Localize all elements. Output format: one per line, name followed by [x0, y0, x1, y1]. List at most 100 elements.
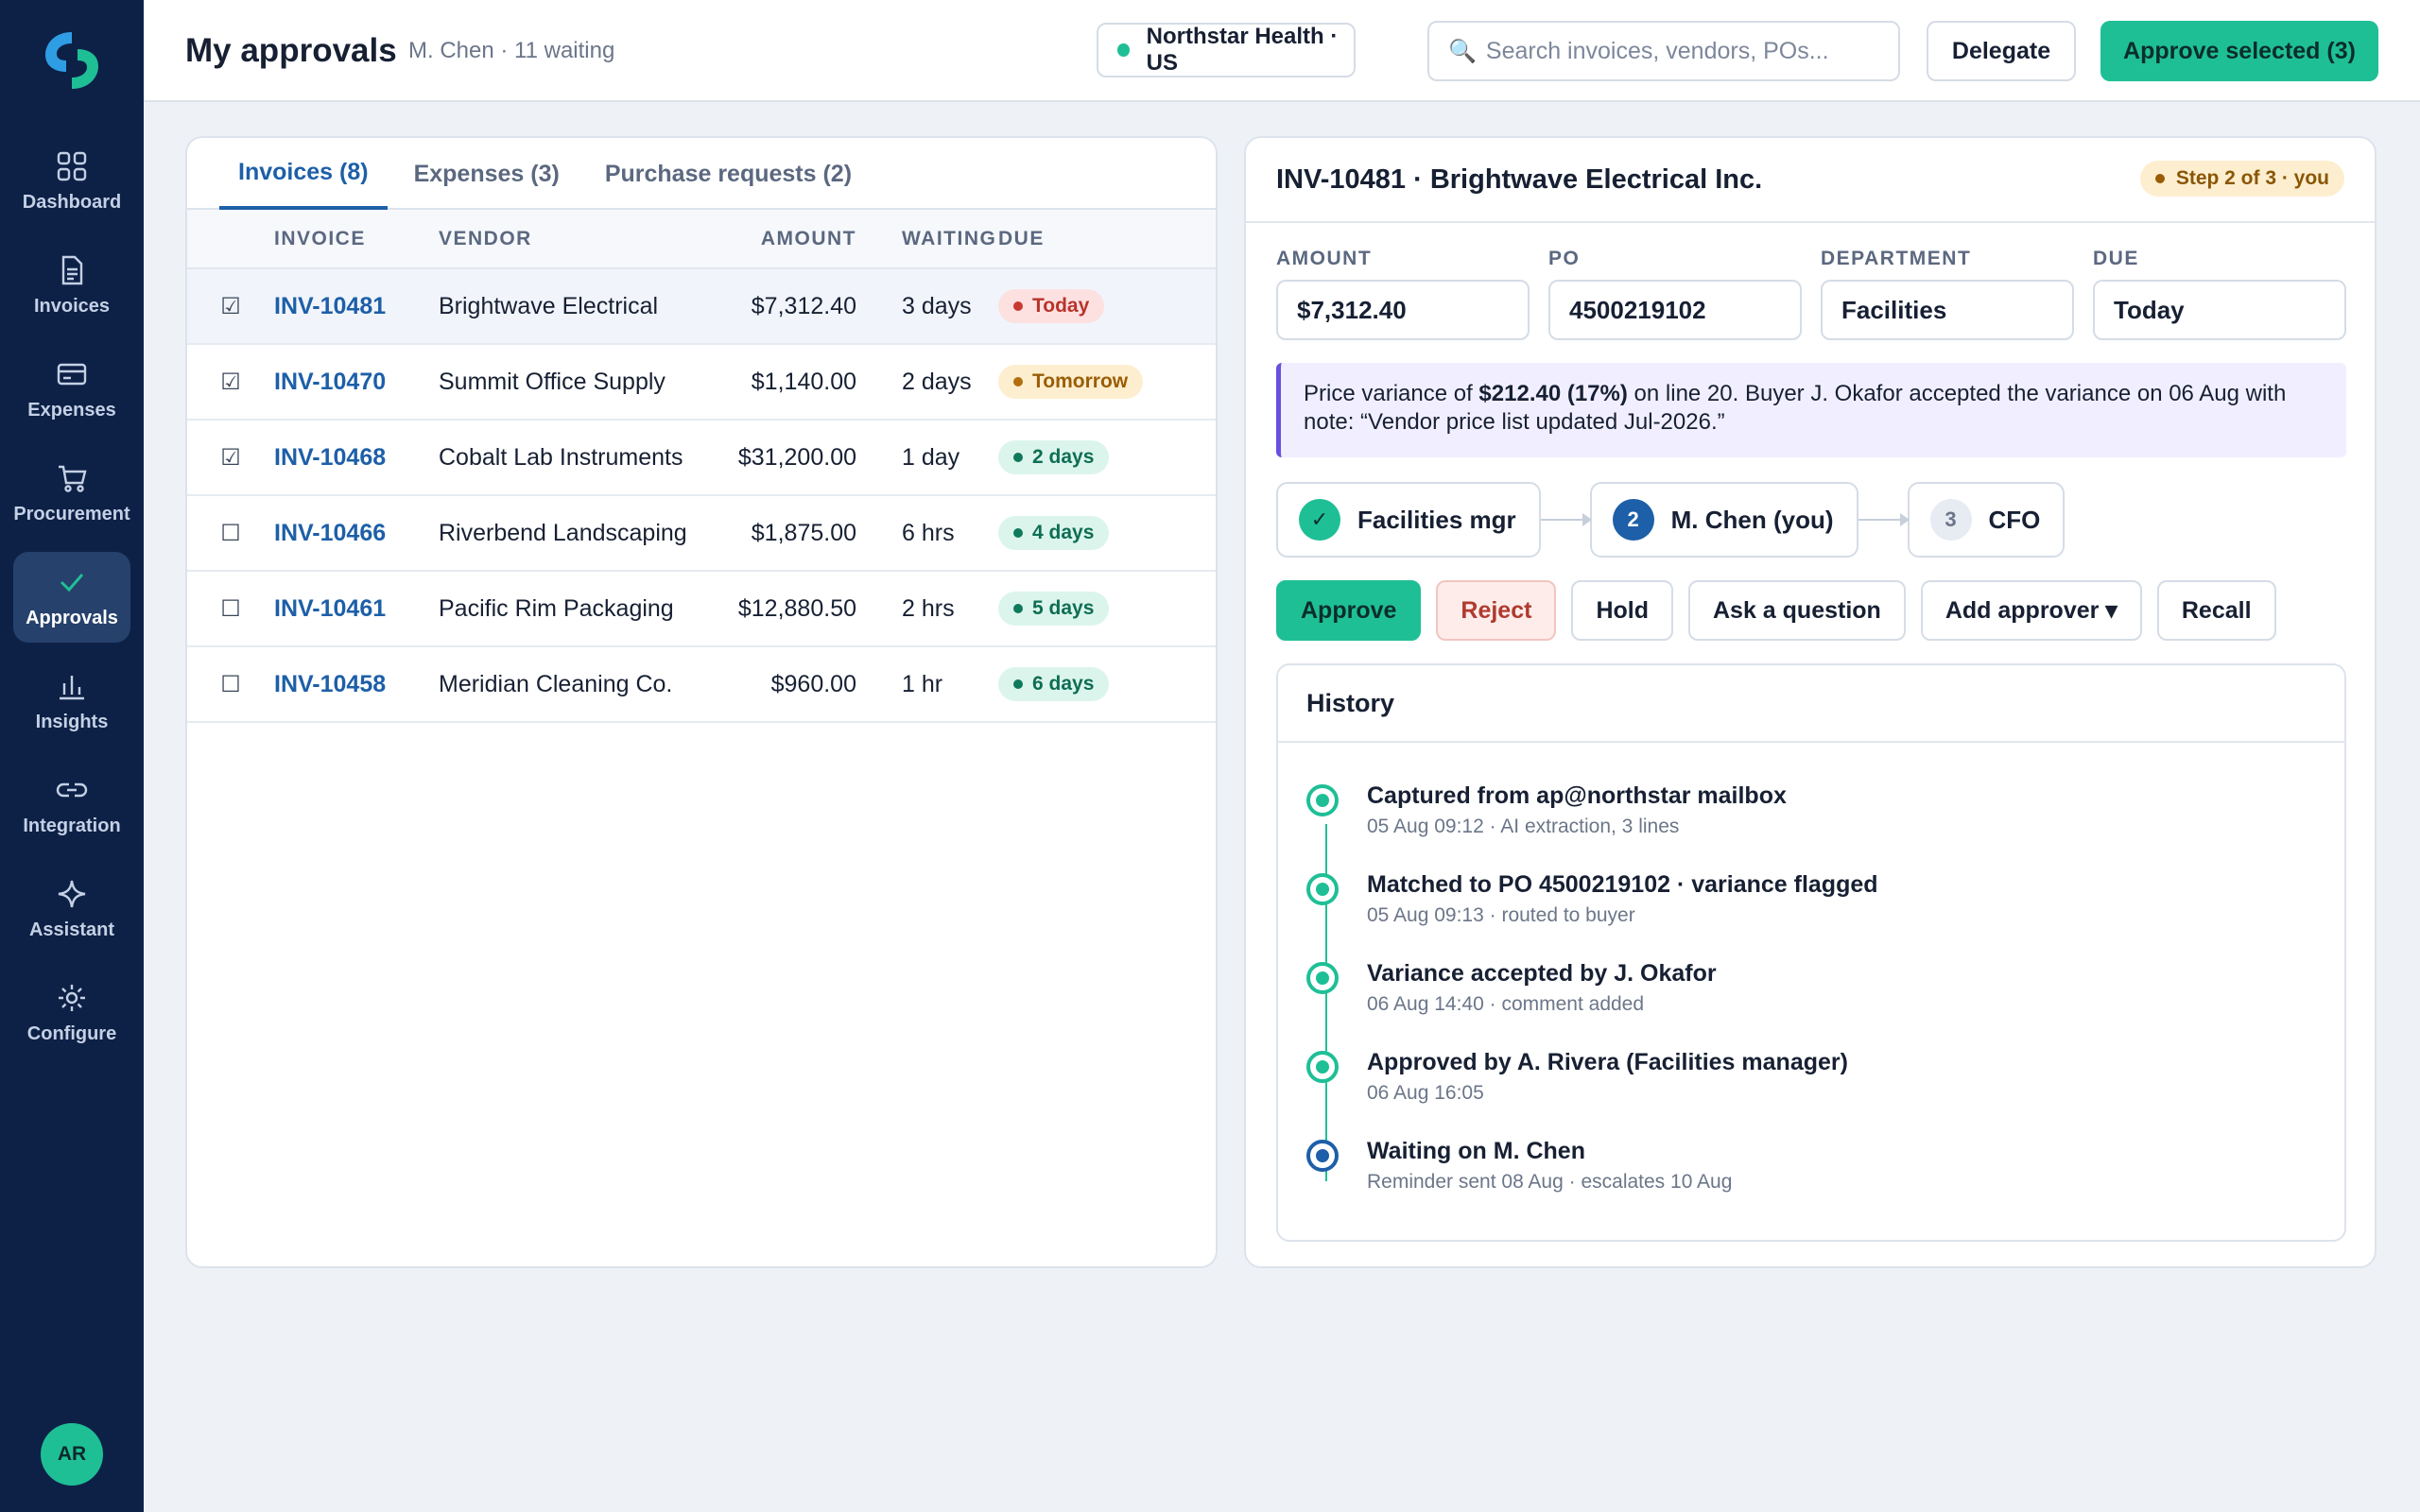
sidebar-item-expenses[interactable]: Expenses [13, 344, 130, 435]
table-row[interactable]: ☐ INV-10466 Riverbend Landscaping $1,875.00… [187, 495, 1216, 572]
due-label: 4 days [1032, 522, 1095, 543]
vendor-cell: Summit Office Supply [439, 344, 726, 421]
top-header: My approvals M. Chen · 11 waiting Norths… [144, 0, 2420, 102]
add-approver-button[interactable]: Add approver ▾ [1920, 580, 2142, 641]
invoice-link[interactable]: INV-10458 [274, 670, 387, 697]
due-cell: 4 days [998, 495, 1216, 572]
column-header-vendor[interactable]: VENDOR [439, 210, 726, 269]
row-checkbox[interactable]: ☐ [187, 495, 274, 572]
ask-question-button[interactable]: Ask a question [1688, 580, 1906, 641]
sidebar-item-integration[interactable]: Integration [13, 760, 130, 850]
history-text: Captured from ap@northstar mailbox 05 Aug… [1367, 782, 1787, 871]
column-header-invoice[interactable]: INVOICE [274, 210, 439, 269]
table-row[interactable]: ☑ INV-10468 Cobalt Lab Instruments $31,200.… [187, 420, 1216, 496]
avatar[interactable]: AR [41, 1423, 103, 1486]
due-label: Tomorrow [1032, 370, 1129, 392]
row-checkbox[interactable]: ☑ [187, 344, 274, 421]
status-dot-icon [1013, 301, 1023, 311]
table-header-row: INVOICE VENDOR AMOUNT WAITING DUE [187, 210, 1216, 269]
step-number: 3 [1929, 499, 1972, 541]
amount-cell: $7,312.40 [726, 268, 856, 345]
sidebar-item-label: Expenses [27, 399, 116, 421]
sidebar: Dashboard Invoices Expenses Procurement … [0, 0, 144, 1512]
history-item: Variance accepted by J. Okafor 06 Aug 14:… [1306, 960, 2344, 1049]
field-label: DEPARTMENT [1821, 248, 1972, 269]
search-input[interactable] [1485, 37, 1883, 65]
amount-field[interactable]: $7,312.40 [1276, 280, 1530, 340]
sidebar-item-approvals[interactable]: Approvals [13, 552, 130, 643]
sidebar-item-dashboard[interactable]: Dashboard [13, 136, 130, 227]
history-item-title: Variance accepted by J. Okafor [1367, 960, 1717, 987]
approve-button[interactable]: Approve [1276, 580, 1422, 641]
invoice-link[interactable]: INV-10470 [274, 368, 387, 395]
timeline-dot-icon [1306, 873, 1339, 905]
sidebar-item-procurement[interactable]: Procurement [13, 448, 130, 539]
row-checkbox[interactable]: ☐ [187, 646, 274, 723]
due-cell: Today [998, 268, 1216, 345]
timeline-line [1325, 824, 1327, 1181]
table-row[interactable]: ☐ INV-10458 Meridian Cleaning Co. $960.00 1 … [187, 646, 1216, 723]
history-text: Waiting on M. Chen Reminder sent 08 Aug ·… [1367, 1138, 1732, 1227]
vendor-cell: Brightwave Electrical [439, 268, 726, 345]
due-field[interactable]: Today [2093, 280, 2346, 340]
table-row[interactable]: ☑ INV-10470 Summit Office Supply $1,140.00 2… [187, 344, 1216, 421]
field-due: DUE Today [2093, 248, 2346, 340]
waiting-cell: 6 hrs [856, 495, 998, 572]
row-checkbox[interactable]: ☐ [187, 571, 274, 647]
row-checkbox[interactable]: ☑ [187, 420, 274, 496]
recall-button[interactable]: Recall [2156, 580, 2276, 641]
table-row[interactable]: ☐ INV-10461 Pacific Rim Packaging $12,880.5… [187, 571, 1216, 647]
invoice-cell: INV-10470 [274, 344, 439, 421]
tab-invoices[interactable]: Invoices (8) [219, 138, 388, 210]
status-dot-icon [1013, 679, 1023, 689]
invoice-cell: INV-10481 [274, 268, 439, 345]
due-cell: Tomorrow [998, 344, 1216, 421]
reject-button[interactable]: Reject [1436, 580, 1557, 641]
amount-cell: $1,140.00 [726, 344, 856, 421]
department-field[interactable]: Facilities [1821, 280, 2074, 340]
sidebar-item-insights[interactable]: Insights [13, 656, 130, 747]
row-checkbox[interactable]: ☑ [187, 268, 274, 345]
timeline-dot-icon [1306, 1051, 1339, 1083]
history-item: Matched to PO 4500219102 · variance flag… [1306, 871, 2344, 960]
sidebar-item-assistant[interactable]: Assistant [13, 864, 130, 954]
arrow-right-icon [1858, 513, 1910, 526]
amount-cell: $31,200.00 [726, 420, 856, 496]
grid-icon [57, 151, 87, 180]
tab-purchase-requests[interactable]: Purchase requests (2) [604, 160, 853, 187]
invoice-detail-panel: INV-10481 · Brightwave Electrical Inc. S… [1244, 136, 2377, 1268]
history-item-title: Captured from ap@northstar mailbox [1367, 782, 1787, 809]
status-dot-icon [2154, 174, 2165, 183]
invoice-link[interactable]: INV-10461 [274, 594, 387, 622]
sidebar-item-label: Assistant [28, 919, 115, 940]
column-header-amount[interactable]: AMOUNT [726, 210, 856, 269]
delegate-button[interactable]: Delegate [1927, 21, 2076, 81]
sidebar-item-invoices[interactable]: Invoices [13, 240, 130, 331]
po-field[interactable]: 4500219102 [1548, 280, 1802, 340]
invoice-link[interactable]: INV-10468 [274, 443, 387, 471]
table-row[interactable]: ☑ INV-10481 Brightwave Electrical $7,312.40… [187, 268, 1216, 345]
approve-selected-button[interactable]: Approve selected (3) [2100, 21, 2378, 81]
hold-button[interactable]: Hold [1571, 580, 1673, 641]
due-cell: 5 days [998, 571, 1216, 647]
history-text: Matched to PO 4500219102 · variance flag… [1367, 871, 1878, 960]
sidebar-item-configure[interactable]: Configure [13, 968, 130, 1058]
step-badge-label: Step 2 of 3 · you [2175, 167, 2329, 189]
column-header-due[interactable]: DUE [998, 210, 1216, 269]
due-label: 2 days [1032, 446, 1095, 468]
invoice-link[interactable]: INV-10466 [274, 519, 387, 546]
sidebar-item-label: Integration [23, 815, 121, 836]
history-item: Captured from ap@northstar mailbox 05 Aug… [1306, 782, 2344, 871]
org-selector[interactable]: Northstar Health · US [1097, 23, 1356, 77]
page-title: My approvals [185, 32, 397, 69]
step-label: Facilities mgr [1357, 505, 1516, 534]
waiting-cell: 2 hrs [856, 571, 998, 647]
page-subtitle: M. Chen · 11 waiting [408, 38, 615, 63]
divider [1246, 221, 2375, 223]
check-icon: ✓ [1299, 499, 1340, 541]
history-card: History Captured from ap@northstar mailb… [1276, 663, 2346, 1242]
due-badge: Tomorrow [998, 365, 1144, 399]
invoice-link[interactable]: INV-10481 [274, 292, 387, 319]
tab-expenses[interactable]: Expenses (3) [413, 160, 560, 187]
column-header-waiting[interactable]: WAITING [856, 210, 998, 269]
